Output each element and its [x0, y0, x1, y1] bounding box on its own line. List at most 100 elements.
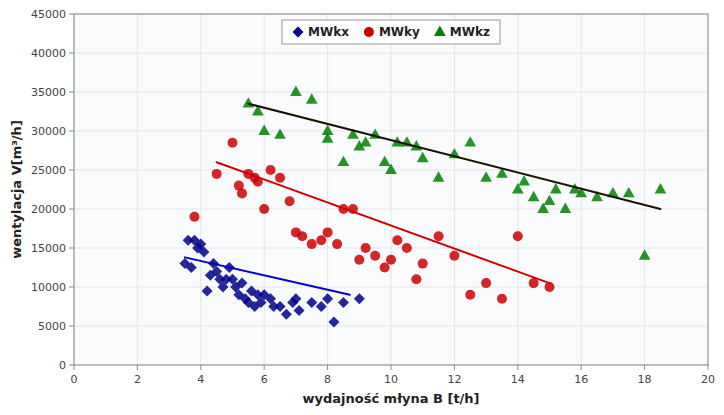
- x-grid-line: [327, 14, 328, 365]
- grid: [74, 14, 708, 365]
- y-grid-line: [74, 248, 708, 249]
- point: [332, 239, 342, 249]
- point: [274, 128, 286, 138]
- point: [560, 203, 572, 213]
- point: [243, 97, 255, 107]
- y-axis-title: wentylacja V[m³/h]: [9, 120, 24, 259]
- point: [237, 188, 247, 198]
- point: [354, 293, 365, 304]
- point: [497, 294, 507, 304]
- x-tick-label: 10: [384, 373, 398, 386]
- x-tick: [264, 365, 265, 370]
- trend-line: [248, 104, 660, 209]
- x-grid-line: [200, 14, 201, 365]
- point: [480, 171, 492, 181]
- point: [354, 255, 364, 265]
- y-tick-label: 10000: [31, 281, 66, 294]
- x-grid-line: [137, 14, 138, 365]
- legend-marker: [292, 27, 303, 38]
- point: [328, 317, 339, 328]
- point: [434, 231, 444, 241]
- y-tick: [69, 209, 74, 210]
- point: [297, 231, 307, 241]
- point: [290, 293, 301, 304]
- point: [623, 187, 635, 197]
- point: [639, 249, 651, 259]
- point: [385, 164, 397, 174]
- y-tick: [69, 131, 74, 132]
- plot-background: [74, 14, 708, 365]
- y-tick-label: 20000: [31, 203, 66, 216]
- y-tick: [69, 53, 74, 54]
- y-tick-label: 0: [59, 359, 66, 372]
- x-tick-label: 4: [197, 373, 204, 386]
- y-grid-line: [74, 209, 708, 210]
- legend: MWkxMWkyMWkz: [282, 20, 500, 44]
- y-tick: [69, 170, 74, 171]
- x-tick-label: 2: [134, 373, 141, 386]
- trend-line: [217, 162, 550, 283]
- point: [275, 301, 286, 312]
- point: [411, 274, 421, 284]
- legend-label: MWkx: [308, 25, 349, 39]
- chart: 0246810121416182005000100001500020000250…: [0, 0, 724, 415]
- data: [179, 86, 666, 328]
- y-tick: [69, 92, 74, 93]
- x-grid-line: [454, 14, 455, 365]
- x-tick-label: 8: [324, 373, 331, 386]
- point: [418, 259, 428, 269]
- point: [380, 263, 390, 273]
- y-tick-label: 45000: [31, 8, 66, 21]
- point: [307, 239, 317, 249]
- point: [294, 305, 305, 316]
- point: [322, 132, 334, 142]
- point: [189, 212, 199, 222]
- point: [322, 293, 333, 304]
- point: [285, 196, 295, 206]
- point: [392, 235, 402, 245]
- legend-label: MWkz: [450, 25, 490, 39]
- y-grid-line: [74, 287, 708, 288]
- point: [360, 136, 372, 146]
- y-grid-line: [74, 92, 708, 93]
- point: [338, 297, 349, 308]
- point: [228, 138, 238, 148]
- x-axis-title: wydajność młyna B [t/h]: [302, 391, 479, 406]
- x-tick-label: 6: [261, 373, 268, 386]
- legend-marker: [434, 26, 446, 36]
- point: [338, 156, 350, 166]
- plot-frame: [74, 14, 708, 365]
- point: [306, 297, 317, 308]
- point: [379, 156, 391, 166]
- series-0: [179, 235, 364, 328]
- point: [433, 171, 445, 181]
- x-tick-label: 12: [447, 373, 461, 386]
- x-tick: [581, 365, 582, 370]
- point: [212, 169, 222, 179]
- y-grid-line: [74, 53, 708, 54]
- point: [316, 235, 326, 245]
- point: [386, 255, 396, 265]
- x-tick-label: 18: [638, 373, 652, 386]
- x-tick-label: 20: [701, 373, 715, 386]
- y-tick-label: 15000: [31, 242, 66, 255]
- point: [481, 278, 491, 288]
- point: [316, 301, 327, 312]
- point: [544, 195, 556, 205]
- point: [186, 262, 197, 273]
- y-grid-line: [74, 326, 708, 327]
- x-tick: [708, 365, 709, 370]
- axes: 0246810121416182005000100001500020000250…: [31, 8, 715, 386]
- x-tick: [644, 365, 645, 370]
- y-tick: [69, 365, 74, 366]
- y-tick-label: 35000: [31, 86, 66, 99]
- series-1: [189, 138, 554, 304]
- point: [402, 243, 412, 253]
- y-tick-label: 40000: [31, 47, 66, 60]
- legend-marker: [364, 27, 374, 37]
- y-tick: [69, 326, 74, 327]
- y-tick-label: 25000: [31, 164, 66, 177]
- trend-line: [185, 257, 350, 294]
- y-grid-line: [74, 131, 708, 132]
- point: [550, 183, 562, 193]
